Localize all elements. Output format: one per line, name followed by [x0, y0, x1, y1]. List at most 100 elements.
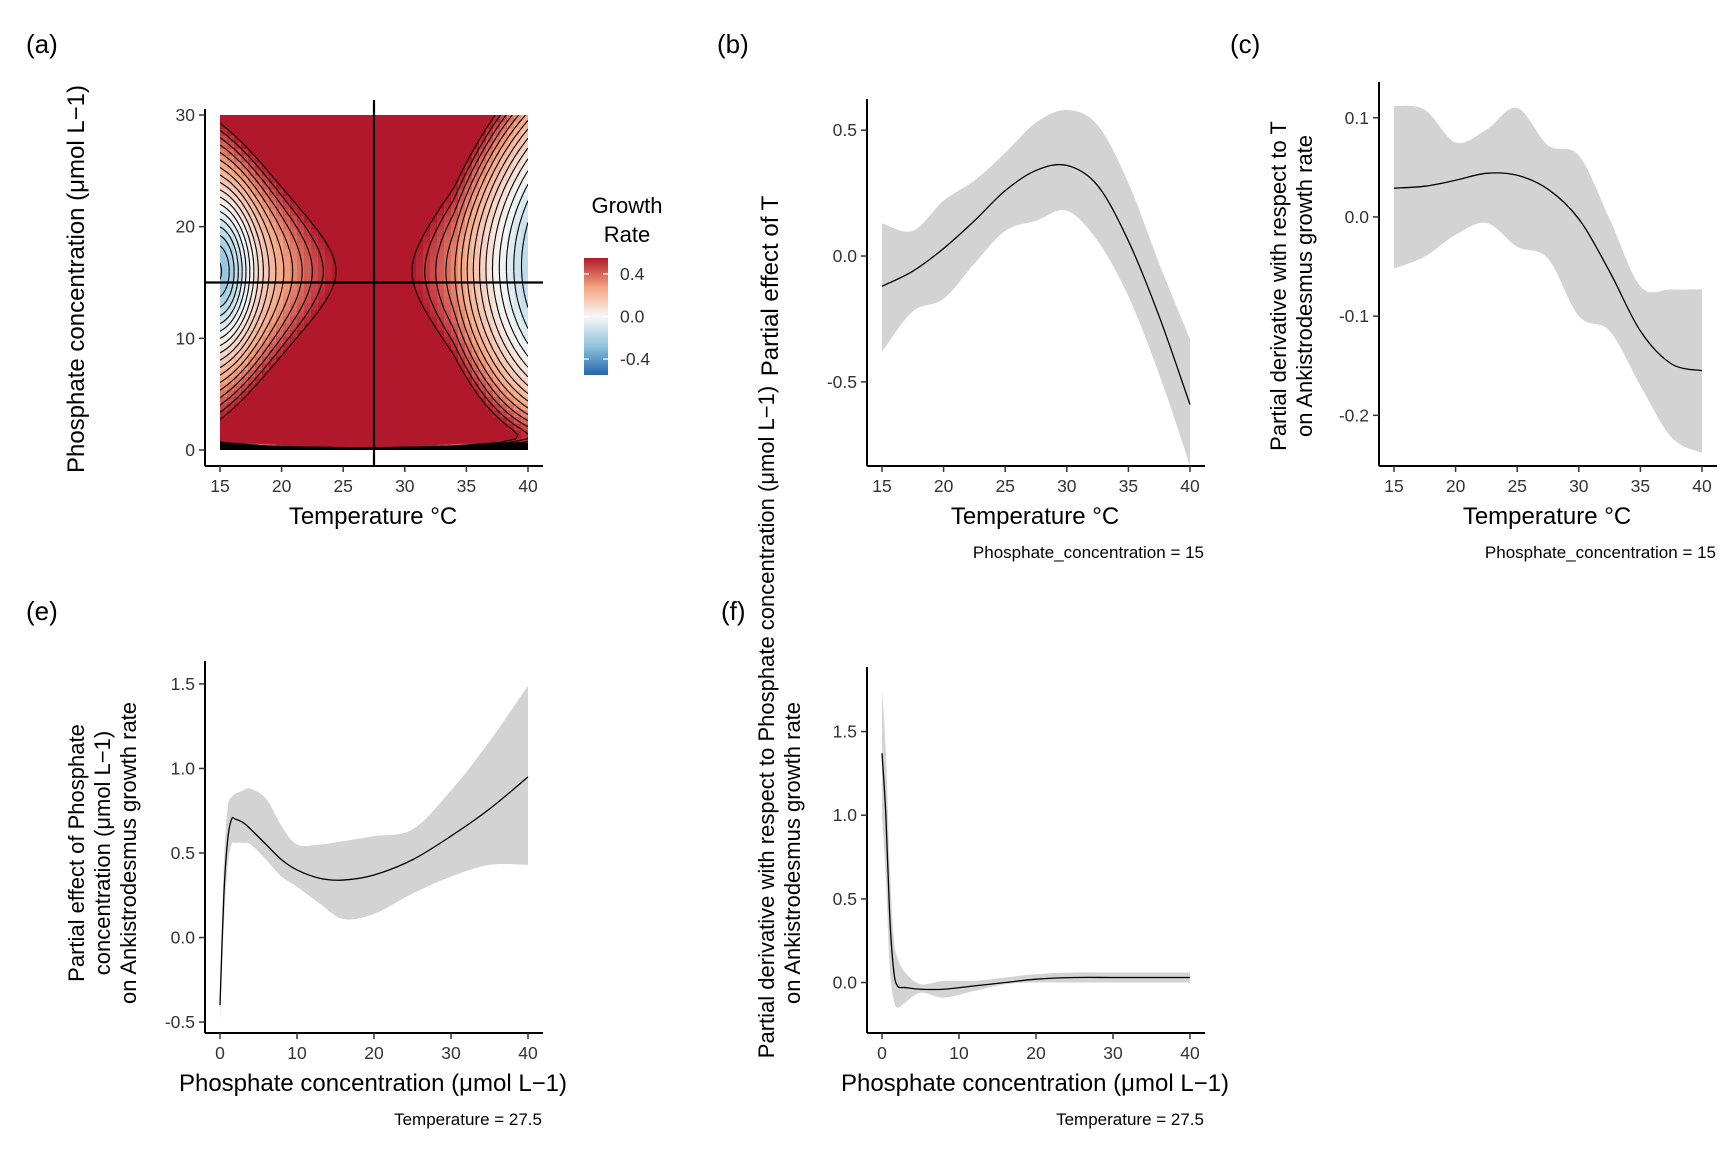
heatmap-cell [346, 316, 354, 324]
heatmap-cell [325, 356, 333, 364]
e-x-tick-label: 10 [287, 1043, 307, 1063]
heatmap-cell [423, 342, 431, 351]
heatmap-cell [262, 195, 270, 203]
heatmap-cell [255, 215, 263, 223]
heatmap-cell [486, 329, 494, 337]
heatmap-cell [269, 389, 277, 397]
heatmap-cell [388, 436, 396, 444]
heatmap-cell [241, 329, 249, 337]
heatmap-cell [241, 362, 249, 371]
heatmap-cell [367, 235, 375, 243]
heatmap-cell [444, 235, 452, 243]
heatmap-cell [297, 389, 305, 397]
heatmap-cell [346, 275, 354, 284]
heatmap-cell [248, 141, 256, 150]
panel-f-tag: (f) [721, 596, 746, 626]
heatmap-cell [234, 336, 242, 344]
heatmap-cell [437, 255, 445, 263]
heatmap-cell [430, 228, 438, 237]
heatmap-cell [332, 282, 340, 290]
heatmap-cell [234, 121, 242, 129]
f-y-tick-label: 0.0 [833, 973, 858, 993]
heatmap-cell [318, 282, 326, 290]
heatmap-cell [304, 141, 312, 150]
heatmap-cell [514, 242, 522, 250]
heatmap-cell [269, 155, 277, 163]
heatmap-cell [339, 396, 347, 404]
heatmap-cell [269, 215, 277, 223]
heatmap-cell [479, 115, 487, 123]
heatmap-cell [311, 228, 319, 237]
heatmap-cell [304, 416, 312, 424]
heatmap-cell [472, 302, 480, 310]
heatmap-cell [276, 342, 284, 351]
heatmap-cell [381, 275, 389, 284]
heatmap-cell [409, 161, 417, 170]
heatmap-cell [521, 416, 528, 424]
heatmap-cell [395, 369, 403, 377]
heatmap-cell [339, 443, 347, 450]
heatmap-cell [346, 208, 354, 217]
heatmap-cell [458, 208, 466, 217]
heatmap-cell [409, 175, 417, 183]
heatmap-cell [395, 275, 403, 284]
heatmap-cell [465, 322, 473, 330]
heatmap-cell [269, 302, 277, 310]
heatmap-cell [402, 369, 410, 377]
heatmap-cell [339, 121, 347, 129]
heatmap-cell [234, 302, 242, 310]
heatmap-cell [430, 403, 438, 411]
heatmap-cell [248, 262, 256, 270]
heatmap-cell [395, 329, 403, 337]
heatmap-cell [395, 356, 403, 364]
heatmap-cell [262, 396, 270, 404]
heatmap-cell [227, 342, 235, 351]
heatmap-cell [465, 208, 473, 217]
heatmap-cell [388, 255, 396, 263]
heatmap-cell [241, 423, 249, 431]
heatmap-cell [325, 369, 333, 377]
heatmap-cell [311, 249, 319, 257]
heatmap-cell [220, 208, 228, 217]
heatmap-cell [325, 295, 333, 304]
heatmap-cell [276, 148, 284, 156]
e-x-tick-label: 20 [364, 1043, 384, 1063]
heatmap-cell [220, 175, 228, 183]
heatmap-cell [507, 115, 515, 123]
heatmap-cell [437, 188, 445, 196]
heatmap-cell [381, 322, 389, 330]
heatmap-cell [283, 141, 291, 150]
heatmap-cell [283, 403, 291, 411]
heatmap-cell [458, 423, 466, 431]
heatmap-cell [486, 409, 494, 418]
heatmap-cell [423, 316, 431, 324]
panel-c-y-axis-title-line1: Partial derivative with respect to T [1266, 121, 1291, 451]
heatmap-cell [360, 195, 368, 203]
heatmap-cell [472, 376, 480, 384]
heatmap-cell [367, 188, 375, 196]
heatmap-cell [297, 269, 305, 277]
heatmap-cell [346, 362, 354, 371]
heatmap-cell [416, 322, 424, 330]
heatmap-cell [367, 182, 375, 190]
heatmap-cell [318, 249, 326, 257]
heatmap-cell [311, 316, 319, 324]
heatmap-cell [269, 128, 277, 136]
heatmap-cell [290, 369, 298, 377]
heatmap-cell [353, 275, 361, 284]
heatmap-cell [507, 409, 515, 418]
heatmap-cell [304, 396, 312, 404]
heatmap-cell [332, 356, 340, 364]
heatmap-cell [374, 423, 382, 431]
heatmap-cell [500, 148, 508, 156]
heatmap-cell [416, 175, 424, 183]
heatmap-cell [318, 342, 326, 351]
heatmap-cell [451, 409, 459, 418]
heatmap-cell [304, 376, 312, 384]
growth-rate-legend: Growth Rate 0.40.0-0.4 [584, 193, 662, 375]
heatmap-cell [311, 262, 319, 270]
heatmap-cell [500, 369, 508, 377]
heatmap-cell [220, 222, 228, 230]
heatmap-cell [416, 309, 424, 317]
heatmap-cell [479, 416, 487, 424]
